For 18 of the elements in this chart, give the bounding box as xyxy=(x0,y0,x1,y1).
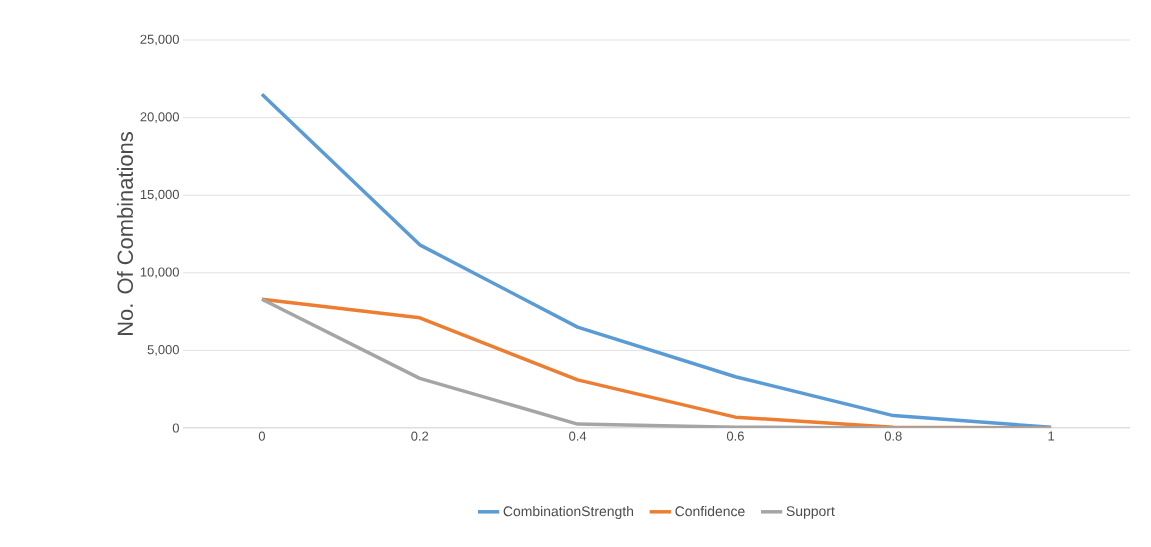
x-tick-label: 0.8 xyxy=(884,431,902,441)
y-tick-label: 5,000 xyxy=(147,345,179,356)
x-tick-label: 0.4 xyxy=(569,431,587,441)
y-tick-label: 10,000 xyxy=(140,267,179,279)
x-tick-label: 0.6 xyxy=(726,431,744,441)
y-tick-label: 25,000 xyxy=(140,34,179,46)
y-axis-title: No. Of Combinations xyxy=(116,132,134,335)
line-series xyxy=(260,92,1053,428)
legend-label: Support xyxy=(786,506,835,519)
x-tick-label: 1 xyxy=(1048,431,1055,441)
x-tick-label: 0.2 xyxy=(411,431,429,441)
y-tick-label: 0 xyxy=(172,423,179,433)
line-series xyxy=(260,297,1053,428)
x-tick-label: 0 xyxy=(258,431,266,441)
legend-label: Confidence xyxy=(675,506,745,517)
y-tick-label: 15,000 xyxy=(140,189,179,201)
legend-label: CombinationStrength xyxy=(503,506,634,520)
y-tick-label: 20,000 xyxy=(140,112,179,123)
